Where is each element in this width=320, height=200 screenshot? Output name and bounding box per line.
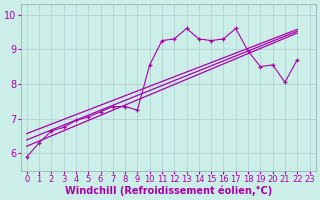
X-axis label: Windchill (Refroidissement éolien,°C): Windchill (Refroidissement éolien,°C) [65, 185, 272, 196]
